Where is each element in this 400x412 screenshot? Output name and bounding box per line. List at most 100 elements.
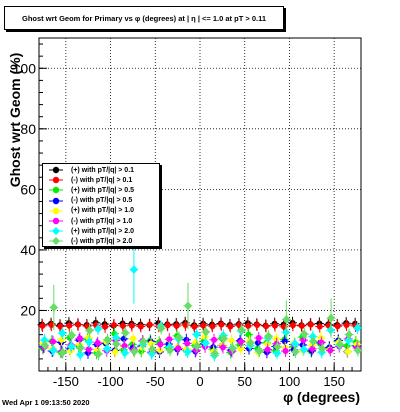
data-point: [166, 345, 175, 355]
data-point: [200, 322, 207, 329]
data-point: [50, 338, 57, 345]
data-point: [157, 341, 164, 348]
data-point: [254, 339, 261, 346]
data-point: [164, 322, 171, 329]
legend-marker-shape: [52, 166, 60, 174]
legend-label: (-) with pT/|q| > 2.0: [71, 237, 133, 245]
x-tick-label: -150: [53, 374, 79, 389]
data-point: [58, 348, 67, 358]
data-point: [237, 338, 244, 345]
legend-label: (-) with pT/|q| > 0.5: [71, 197, 133, 205]
data-point: [245, 331, 252, 338]
data-point: [148, 344, 157, 354]
data-point: [263, 323, 270, 330]
legend-entry: (-) with pT/|q| > 1.0: [49, 216, 159, 226]
data-point: [49, 345, 58, 355]
data-point: [210, 348, 219, 358]
data-point: [94, 349, 103, 359]
legend-label: (-) with pT/|q| > 0.1: [71, 176, 133, 184]
data-point: [94, 324, 103, 334]
data-point: [327, 347, 334, 354]
data-point: [255, 346, 264, 356]
legend-entry: (+) with pT/|q| > 0.5: [49, 185, 159, 195]
data-point: [316, 323, 323, 330]
legend-entry: (+) with pT/|q| > 0.1: [49, 165, 159, 175]
data-point: [94, 339, 101, 346]
data-point: [282, 315, 291, 325]
x-tick-label: 100: [279, 374, 301, 389]
data-point: [219, 344, 226, 351]
data-point: [58, 328, 67, 338]
data-point: [227, 323, 234, 330]
data-point: [201, 327, 210, 337]
legend-marker-shape: [52, 237, 60, 246]
data-point: [344, 348, 351, 355]
data-point: [112, 339, 121, 349]
data-point: [121, 342, 128, 349]
data-point: [228, 337, 235, 344]
data-point: [290, 339, 299, 349]
data-point: [264, 346, 271, 353]
data-point: [273, 342, 282, 352]
data-point: [343, 321, 350, 328]
data-point: [76, 335, 83, 342]
data-point: [102, 323, 109, 330]
data-point: [272, 322, 279, 329]
data-point: [344, 330, 353, 340]
data-point: [157, 323, 166, 333]
x-tick-label: -100: [98, 374, 124, 389]
data-point: [85, 325, 94, 335]
data-point: [318, 339, 325, 346]
data-point: [237, 345, 244, 352]
data-point: [166, 336, 173, 343]
data-point: [334, 323, 341, 330]
data-point: [112, 348, 119, 355]
data-point: [353, 323, 362, 333]
data-point: [281, 338, 288, 345]
legend-label: (+) with pT/|q| > 0.1: [71, 166, 135, 174]
x-tick-label: 0: [196, 374, 203, 389]
data-point: [85, 346, 92, 353]
legend-marker-icon: [49, 166, 63, 174]
legend-marker-icon: [49, 227, 63, 236]
data-point: [119, 322, 126, 329]
data-point: [264, 331, 273, 341]
y-axis-label: Ghost wrt Geom (%): [7, 52, 23, 188]
data-point: [318, 344, 327, 354]
x-tick-label: 150: [323, 374, 345, 389]
data-point: [40, 340, 49, 350]
data-point: [182, 321, 189, 328]
data-point: [146, 321, 153, 328]
legend-entry: (+) with pT/|q| > 1.0: [49, 206, 159, 216]
data-point: [191, 323, 198, 330]
legend-marker-shape: [52, 217, 60, 225]
legend-marker-shape: [52, 177, 60, 184]
legend-marker-shape: [52, 197, 60, 204]
legend-label: (+) with pT/|q| > 1.0: [71, 207, 135, 215]
legend-entry: (-) with pT/|q| > 0.1: [49, 175, 159, 185]
y-tick-label: 60: [20, 181, 36, 197]
legend-marker-shape: [52, 187, 60, 194]
legend-marker-icon: [49, 207, 63, 215]
legend-label: (+) with pT/|q| > 0.5: [71, 186, 135, 194]
data-point: [75, 321, 82, 328]
data-point: [121, 328, 130, 338]
data-point: [309, 336, 318, 346]
data-point: [353, 345, 362, 355]
legend-label: (+) with pT/|q| > 2.0: [71, 227, 135, 235]
data-point: [218, 321, 225, 328]
legend-marker-icon: [49, 217, 63, 225]
chart-title: Ghost wrt Geom for Primary vs φ (degrees…: [4, 6, 284, 30]
x-tick-label: -50: [146, 374, 165, 389]
data-point: [192, 341, 201, 351]
data-point: [103, 335, 112, 345]
legend-marker-icon: [49, 197, 63, 205]
data-point: [39, 322, 46, 329]
data-point: [209, 323, 216, 330]
data-point: [66, 322, 73, 329]
data-point: [298, 322, 305, 329]
data-point: [67, 341, 76, 351]
legend-marker-shape: [52, 227, 60, 236]
data-point: [245, 322, 252, 329]
x-tick-label: 50: [237, 374, 251, 389]
